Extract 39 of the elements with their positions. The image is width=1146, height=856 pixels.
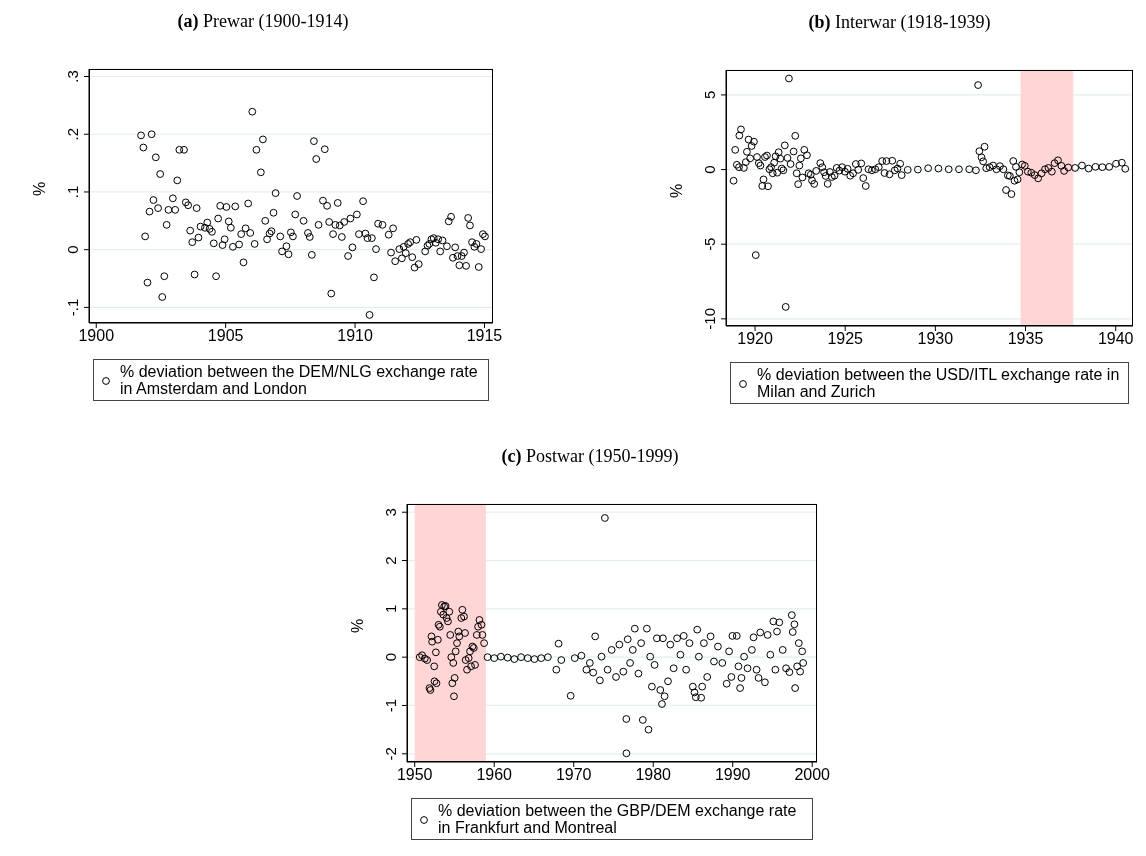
legend-label: % deviation between the GBP/DEM exchange rate in Frankfurt and Montreal — [438, 802, 798, 836]
x-tick-label: 1900 — [78, 327, 115, 345]
legend-label: % deviation between the DEM/NLG exchange rate in Amsterdam and London — [120, 363, 479, 397]
y-tick-label: -10 — [701, 307, 718, 330]
x-tick-label: 1980 — [635, 766, 672, 784]
y-tick-label: 5 — [701, 90, 718, 100]
x-tick-label: 1915 — [466, 327, 503, 345]
y-tick-label: 1 — [382, 604, 399, 614]
x-tick-label: 1940 — [1097, 330, 1134, 348]
x-tick-label: 2000 — [794, 766, 831, 784]
x-tick-label: 1950 — [396, 766, 433, 784]
y-tick-label: .3 — [64, 70, 81, 83]
y-tick-label: -5 — [701, 237, 718, 251]
y-tick-label: -2 — [382, 747, 399, 761]
x-tick-label: 1905 — [207, 327, 244, 345]
y-tick-label: 0 — [64, 245, 81, 254]
x-tick-label: 1935 — [1007, 330, 1044, 348]
y-axis-title: % — [30, 181, 48, 196]
y-tick-label: -1 — [382, 698, 399, 713]
y-tick-label: .1 — [64, 185, 81, 199]
x-tick-label: 1970 — [555, 766, 592, 784]
chart-title: (c) Postwar (1950-1999) — [500, 446, 680, 467]
x-tick-label: 1960 — [476, 766, 513, 784]
y-tick-label: 2 — [382, 556, 399, 565]
legend-label: % deviation between the USD/ITL exchange rate in Milan and Zurich — [757, 366, 1120, 400]
y-axis-title: % — [667, 183, 685, 198]
x-tick-label: 1925 — [827, 330, 864, 348]
y-tick-label: 3 — [382, 508, 399, 517]
x-tick-label: 1930 — [917, 330, 954, 348]
chart-title: (b) Interwar (1918-1939) — [807, 12, 992, 33]
x-tick-label: 1990 — [714, 766, 751, 784]
y-tick-label: 0 — [382, 652, 399, 662]
chart-title: (a) Prewar (1900-1914) — [176, 11, 350, 32]
y-tick-label: -.1 — [64, 298, 81, 317]
y-tick-label: .2 — [64, 127, 81, 141]
y-axis-title: % — [348, 618, 366, 633]
x-tick-label: 1910 — [337, 327, 373, 345]
x-tick-label: 1920 — [737, 330, 773, 348]
y-tick-label: 0 — [701, 165, 718, 174]
